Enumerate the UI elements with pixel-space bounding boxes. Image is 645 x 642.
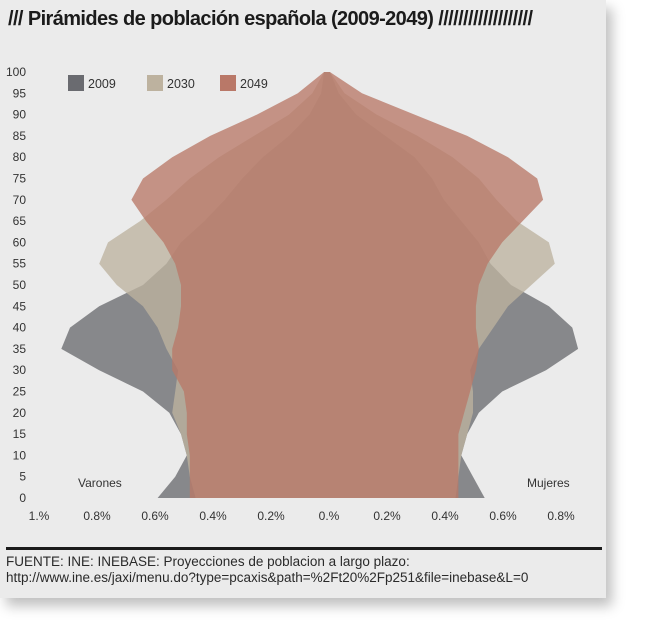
y-tick-label: 90 bbox=[13, 108, 27, 122]
y-tick-label: 95 bbox=[13, 86, 27, 100]
legend-label-2049: 2049 bbox=[240, 77, 268, 91]
y-tick-label: 0 bbox=[19, 491, 26, 505]
series-area-2049 bbox=[131, 72, 544, 498]
y-tick-label: 40 bbox=[13, 321, 27, 335]
y-tick-label: 5 bbox=[19, 470, 26, 484]
left-label-varones: Varones bbox=[78, 476, 122, 490]
legend-label-2009: 2009 bbox=[88, 77, 116, 91]
y-tick-label: 30 bbox=[13, 363, 27, 377]
y-tick-label: 75 bbox=[13, 172, 27, 186]
y-tick-label: 45 bbox=[13, 299, 27, 313]
chart-title: /// Pirámides de población española (200… bbox=[8, 8, 533, 30]
x-tick-label: 0.% bbox=[319, 509, 340, 523]
x-tick-label: 0.4% bbox=[431, 509, 459, 523]
y-tick-label: 35 bbox=[13, 342, 27, 356]
x-tick-label: 0.8% bbox=[83, 509, 111, 523]
y-tick-label: 85 bbox=[13, 129, 27, 143]
y-tick-label: 55 bbox=[13, 257, 27, 271]
y-tick-label: 60 bbox=[13, 235, 27, 249]
y-tick-label: 70 bbox=[13, 193, 27, 207]
divider bbox=[6, 547, 602, 550]
source-note: FUENTE: INE: INEBASE: Proyecciones de po… bbox=[6, 554, 602, 586]
x-tick-label: 0.6% bbox=[489, 509, 517, 523]
x-axis-ticks: 1.% 0.8% 0.6% 0.4% 0.2% 0.% 0.2% 0.4% 0.6% 0.8% bbox=[29, 509, 575, 523]
y-tick-label: 20 bbox=[13, 406, 27, 420]
chart-card: /// Pirámides de población española (200… bbox=[0, 0, 606, 598]
legend-swatch-2030 bbox=[147, 75, 163, 91]
source-line-2: http://www.ine.es/jaxi/menu.do?type=pcax… bbox=[6, 570, 529, 585]
y-tick-label: 80 bbox=[13, 150, 27, 164]
legend: 2009 2030 2049 bbox=[68, 75, 268, 91]
y-tick-label: 65 bbox=[13, 214, 27, 228]
legend-swatch-2049 bbox=[220, 75, 236, 91]
legend-label-2030: 2030 bbox=[167, 77, 195, 91]
y-axis-ticks: 0 5 10 15 20 25 30 35 40 45 50 55 60 65 70 75 80 85 90 95 10… bbox=[6, 65, 26, 505]
y-tick-label: 50 bbox=[13, 278, 27, 292]
x-tick-label: 1.% bbox=[29, 509, 50, 523]
x-tick-label: 0.4% bbox=[199, 509, 227, 523]
y-tick-label: 15 bbox=[13, 427, 27, 441]
y-tick-label: 25 bbox=[13, 385, 27, 399]
source-line-1: FUENTE: INE: INEBASE: Proyecciones de po… bbox=[6, 554, 410, 569]
pyramid-areas bbox=[61, 72, 579, 498]
x-tick-label: 0.6% bbox=[141, 509, 169, 523]
population-pyramid-chart: 0 5 10 15 20 25 30 35 40 45 50 55 60 65 70 75 80 85 90 95 10… bbox=[6, 65, 579, 523]
y-tick-label: 10 bbox=[13, 448, 27, 462]
right-label-mujeres: Mujeres bbox=[527, 476, 570, 490]
x-tick-label: 0.2% bbox=[373, 509, 401, 523]
x-tick-label: 0.2% bbox=[257, 509, 285, 523]
x-tick-label: 0.8% bbox=[547, 509, 575, 523]
y-tick-label: 100 bbox=[6, 65, 26, 79]
legend-swatch-2009 bbox=[68, 75, 84, 91]
